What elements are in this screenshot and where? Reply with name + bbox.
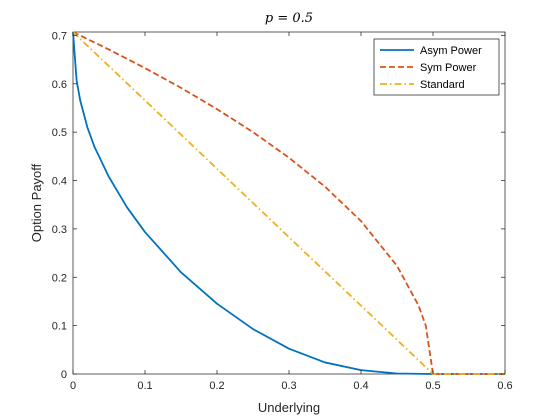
x-axis-ticks: 0 0.1 0.2 0.3 0.4 0.5 0.6 — [70, 32, 513, 392]
y-axis-ticks: 0 0.1 0.2 0.3 0.4 0.5 0.6 0.7 — [52, 30, 505, 381]
y-tick-label: 0.3 — [52, 224, 67, 236]
y-tick-label: 0.4 — [52, 176, 67, 188]
y-tick-label: 0 — [61, 369, 67, 381]
x-tick-label: 0.4 — [353, 380, 368, 392]
x-tick-label: 0.2 — [209, 380, 224, 392]
legend-label: Standard — [420, 79, 465, 91]
y-tick-label: 0.7 — [52, 30, 67, 42]
x-tick-label: 0.3 — [281, 380, 296, 392]
y-tick-label: 0.1 — [52, 321, 67, 333]
series-lines — [72, 31, 505, 375]
x-tick-label: 0 — [70, 380, 76, 392]
legend-label: Sym Power — [420, 62, 477, 74]
series-line-asym-power — [72, 31, 505, 375]
y-tick-label: 0.6 — [52, 79, 67, 91]
legend-label: Asym Power — [420, 45, 482, 57]
x-tick-label: 0.5 — [425, 380, 440, 392]
x-tick-label: 0.6 — [497, 380, 512, 392]
y-tick-label: 0.5 — [52, 127, 67, 139]
y-axis-label: Option Payoff — [29, 163, 44, 242]
x-axis-label: Underlying — [258, 400, 320, 415]
x-tick-label: 0.1 — [137, 380, 152, 392]
y-tick-label: 0.2 — [52, 272, 67, 284]
series-line-standard — [72, 31, 505, 375]
chart-title: p = 0.5 — [265, 11, 313, 26]
legend: Asym Power Sym Power Standard — [373, 38, 500, 96]
series-line-sym-power — [72, 31, 505, 375]
